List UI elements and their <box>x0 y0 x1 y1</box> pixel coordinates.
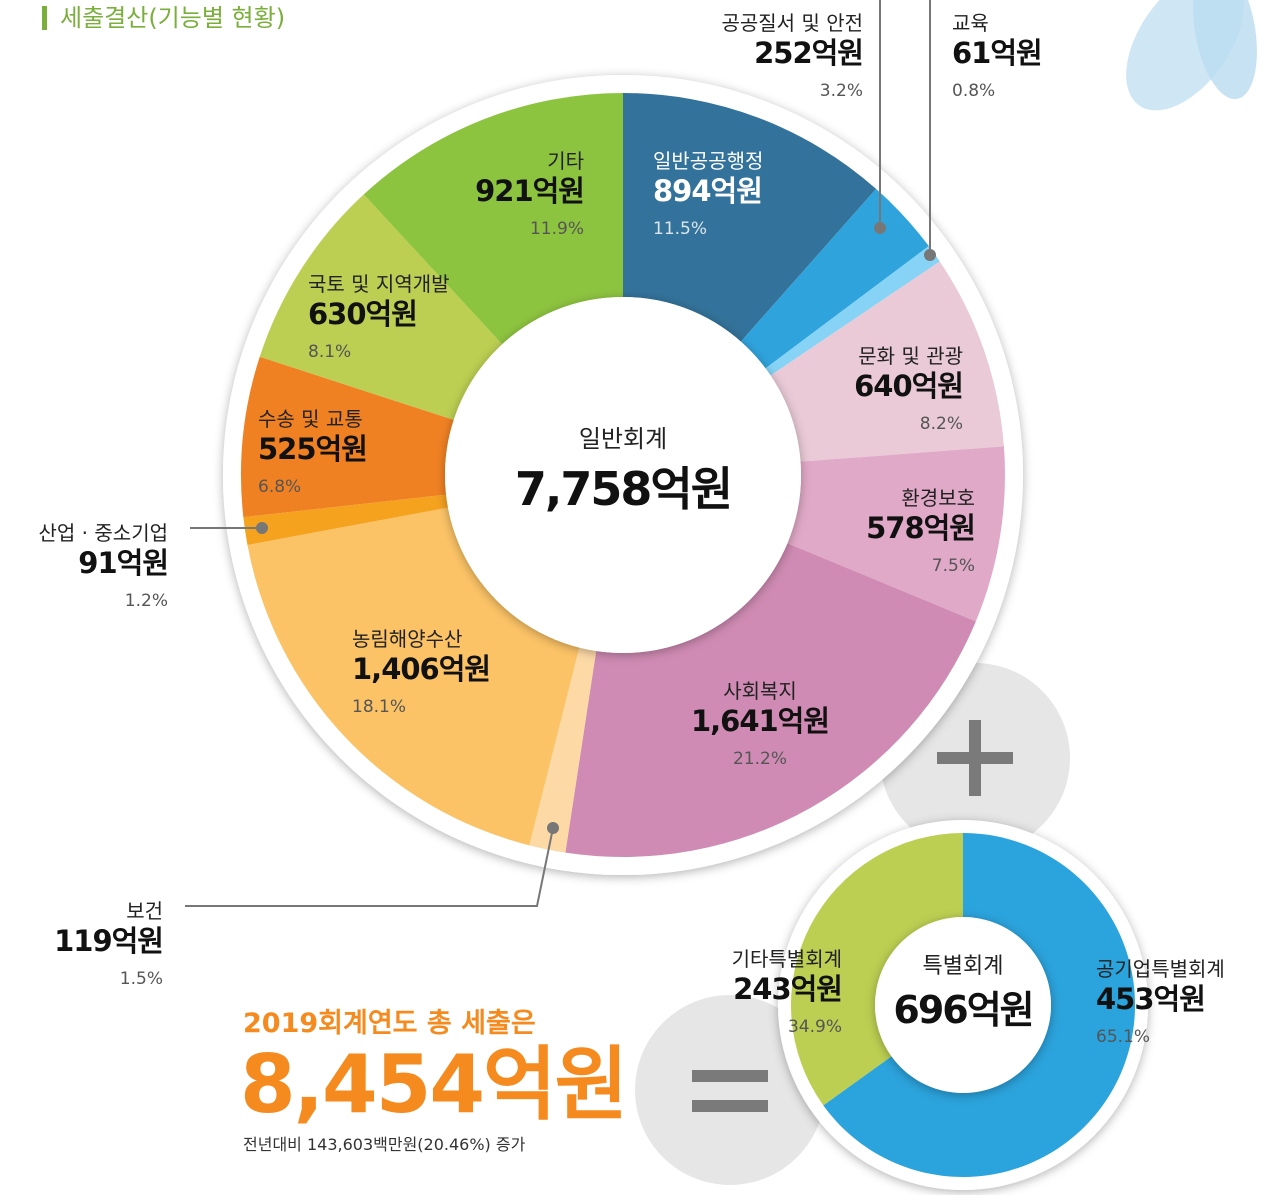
slice-value: 630억원 <box>308 297 417 331</box>
slice-percent: 3.2% <box>820 81 863 101</box>
slice-percent: 21.2% <box>733 749 787 769</box>
slice-value: 61억원 <box>952 36 1042 70</box>
leader-dot <box>256 522 268 534</box>
summary-headline: 2019회계연도 총 세출은 <box>243 1008 536 1039</box>
slice-name: 국토 및 지역개발 <box>308 272 450 296</box>
slice-percent: 1.2% <box>125 591 168 611</box>
slice-percent: 7.5% <box>932 556 975 576</box>
slice-percent: 65.1% <box>1096 1027 1150 1047</box>
slice-value: 578억원 <box>866 511 975 545</box>
slice-percent: 1.5% <box>120 969 163 989</box>
equals-sign <box>692 1100 768 1112</box>
equals-sign <box>692 1070 768 1082</box>
slice-value: 252억원 <box>754 36 863 70</box>
slice-name: 문화 및 관광 <box>858 344 963 368</box>
slice-value: 91억원 <box>78 546 168 580</box>
slice-name: 기타 <box>547 149 584 173</box>
slice-value: 525억원 <box>258 432 367 466</box>
slice-percent: 11.5% <box>653 219 707 239</box>
slice-name: 보건 <box>126 899 163 923</box>
center-value: 7,758억원 <box>515 462 731 516</box>
center-label: 특별회계 <box>923 954 1004 979</box>
summary-total: 8,454억원 <box>240 1038 626 1131</box>
plus-sign <box>969 720 981 796</box>
slice-name: 일반공공행정 <box>653 149 763 173</box>
infographic: 세출결산(기능별 현황) 일반회계 7,758억원 일반공공행정894억원 11.5%… <box>0 0 1271 1195</box>
center-value: 696억원 <box>893 988 1032 1032</box>
leader-dot <box>547 822 559 834</box>
summary-note: 전년대비 143,603백만원(20.46%) 증가 <box>243 1135 526 1154</box>
slice-name: 공공질서 및 안전 <box>721 11 863 35</box>
page-title: 세출결산(기능별 현황) <box>60 4 285 32</box>
slice-name: 기타특별회계 <box>732 947 842 971</box>
center-label: 일반회계 <box>579 425 667 453</box>
slice-value: 1,641억원 <box>691 704 829 738</box>
slice-value: 119억원 <box>54 924 163 958</box>
slice-value: 894억원 <box>653 174 762 208</box>
slice-value: 243억원 <box>733 972 842 1006</box>
slice-value: 640억원 <box>854 369 963 403</box>
slice-name: 수송 및 교통 <box>258 407 363 431</box>
slice-name: 공기업특별회계 <box>1096 957 1225 981</box>
slice-percent: 0.8% <box>952 81 995 101</box>
slice-percent: 8.1% <box>308 342 351 362</box>
slice-value: 1,406억원 <box>352 652 490 686</box>
slice-percent: 6.8% <box>258 477 301 497</box>
slice-percent: 18.1% <box>352 697 406 717</box>
slice-name: 교육 <box>952 11 989 35</box>
slice-percent: 34.9% <box>788 1017 842 1037</box>
leader-dot <box>924 249 936 261</box>
slice-name: 환경보호 <box>901 486 975 510</box>
slice-percent: 11.9% <box>530 219 584 239</box>
title-bar <box>42 6 47 30</box>
slice-value: 453억원 <box>1096 982 1205 1016</box>
slice-value: 921억원 <box>475 174 584 208</box>
slice-name: 산업 · 중소기업 <box>39 521 168 545</box>
leader-dot <box>874 222 886 234</box>
slice-name: 농림해양수산 <box>352 627 462 651</box>
slice-name: 사회복지 <box>723 679 797 703</box>
slice-percent: 8.2% <box>920 414 963 434</box>
